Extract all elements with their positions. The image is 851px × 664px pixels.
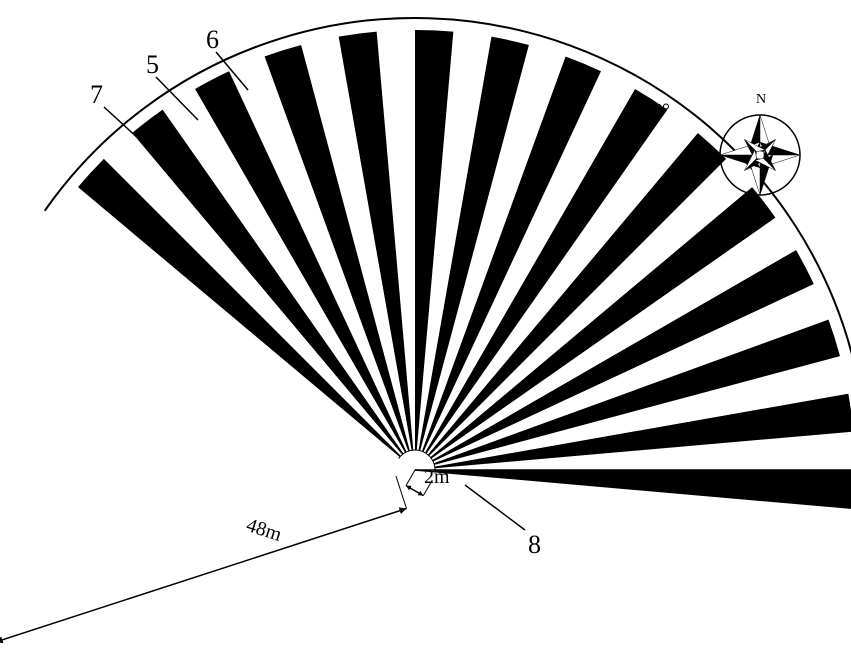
callout-5: 5 [146,50,159,80]
inner-radius-label: 2m [424,466,450,489]
callout-6: 6 [206,25,219,55]
callout-leader [465,485,525,530]
outer-dim-arrow [399,507,407,514]
callout-7: 7 [90,80,103,110]
diagram-svg [0,0,851,664]
slice-angle-label: 5° [652,100,670,123]
outer-dim-line [0,509,406,642]
callout-8: 8 [528,530,541,560]
compass-north-label: N [756,92,766,108]
dim-ext-line [396,476,407,508]
dim-ext-line [406,470,415,486]
